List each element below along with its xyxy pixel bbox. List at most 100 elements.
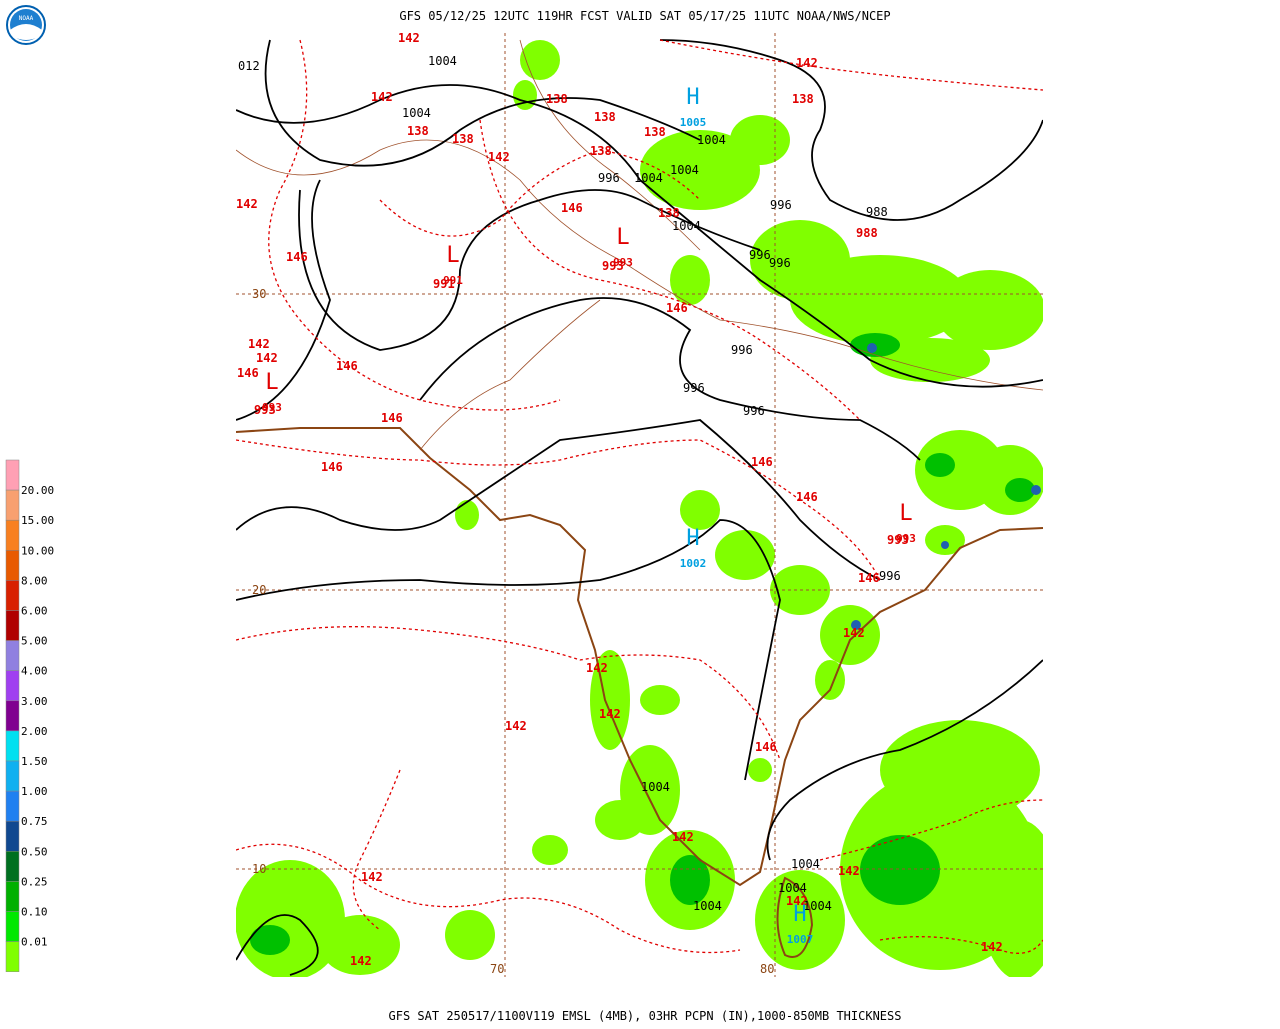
legend-swatch xyxy=(5,489,20,521)
isobar-label: 1004 xyxy=(634,171,663,185)
legend-swatch xyxy=(5,941,20,972)
center-symbol: L xyxy=(265,370,278,395)
noaa-logo: NOAA xyxy=(6,5,46,45)
borders xyxy=(236,39,1043,451)
thickness-label: 138 xyxy=(407,124,429,138)
thickness-label: 146 xyxy=(796,490,818,504)
map-title: GFS 05/12/25 12UTC 119HR FCST VALID SAT … xyxy=(399,9,890,23)
center-value: 991 xyxy=(443,274,463,287)
legend-swatch xyxy=(5,640,20,671)
isobar-label: 1004 xyxy=(778,881,807,895)
precip-peak xyxy=(851,343,1041,630)
isobar-label: 996 xyxy=(683,381,705,395)
center-symbol: L xyxy=(899,501,912,526)
thickness-label: 142 xyxy=(505,719,527,733)
center-value: 1005 xyxy=(680,116,707,129)
thickness-label: 142 xyxy=(236,197,258,211)
thickness-label: 142 xyxy=(838,864,860,878)
thickness-label: 993 xyxy=(887,533,909,547)
legend-swatch xyxy=(5,550,20,581)
legend-label: 0.50 xyxy=(21,845,48,858)
legend-swatch xyxy=(5,911,20,942)
legend-swatch xyxy=(5,700,20,732)
legend-label: 0.25 xyxy=(21,875,48,888)
center-value: 993 xyxy=(262,401,282,414)
thickness-contours xyxy=(236,39,1043,954)
legend-swatch xyxy=(5,459,20,491)
legend-swatch xyxy=(5,670,20,702)
legend-label: 8.00 xyxy=(21,574,48,587)
thickness-label: 146 xyxy=(751,455,773,469)
precip-heavier xyxy=(250,333,1035,955)
legend-label: 10.00 xyxy=(21,544,54,557)
thickness-label: 146 xyxy=(381,411,403,425)
isobar-label: 996 xyxy=(879,569,901,583)
legend-label: 3.00 xyxy=(21,695,48,708)
legend-label: 4.00 xyxy=(21,665,48,678)
precip-legend: 20.00 15.00 10.00 8.00 6.00 5.00 4.00 3.00 2.00 1… xyxy=(5,459,54,972)
coastline xyxy=(236,427,1043,887)
isobar-label: 1004 xyxy=(672,219,701,233)
thickness-label: 146 xyxy=(286,250,308,264)
thickness-label: 142 xyxy=(488,150,510,164)
center-symbol: L xyxy=(446,243,459,268)
legend-swatch xyxy=(5,881,20,912)
grid-label: 80 xyxy=(760,962,774,976)
isobar-label: 996 xyxy=(731,343,753,357)
thickness-label: 138 xyxy=(546,92,568,106)
thickness-label: 991 xyxy=(433,277,455,291)
thickness-label: 993 xyxy=(254,403,276,417)
thickness-label: 142 xyxy=(256,351,278,365)
center-value: 993 xyxy=(613,256,633,269)
legend-label: 2.00 xyxy=(21,725,48,738)
grid-label: 30 xyxy=(252,287,266,301)
thickness-label: 146 xyxy=(755,740,777,754)
thickness-label: 146 xyxy=(561,201,583,215)
isobar-label: 996 xyxy=(749,248,771,262)
isobar-label: 1004 xyxy=(697,133,726,147)
center-value: 993 xyxy=(896,532,916,545)
isobar-label: 988 xyxy=(866,205,888,219)
isobar-label: 1004 xyxy=(402,106,431,120)
thickness-label: 138 xyxy=(658,206,680,220)
isobar-label: 996 xyxy=(770,198,792,212)
center-value: 1002 xyxy=(680,557,707,570)
isobar-label: 1004 xyxy=(641,780,670,794)
grid-label: 10 xyxy=(252,862,266,876)
legend-label: 5.00 xyxy=(21,635,48,648)
thickness-label: 142 xyxy=(786,894,808,908)
isobar-label: 012 xyxy=(238,59,260,73)
legend-label: 1.00 xyxy=(21,785,48,798)
thickness-label: 138 xyxy=(594,110,616,124)
legend-swatch xyxy=(5,610,20,641)
thickness-label: 142 xyxy=(350,954,372,968)
legend-swatch xyxy=(5,790,20,822)
thickness-label: 138 xyxy=(590,144,612,158)
center-symbol: L xyxy=(616,225,629,250)
grid-label: 20 xyxy=(252,583,266,597)
legend-swatch xyxy=(5,519,20,551)
thickness-label: 142 xyxy=(843,626,865,640)
thickness-label: 142 xyxy=(248,337,270,351)
legend-label: 6.00 xyxy=(21,605,48,618)
legend-label: 20.00 xyxy=(21,484,54,497)
legend-label: 0.01 xyxy=(21,936,48,949)
legend-swatch xyxy=(5,851,20,882)
isobar-label: 1004 xyxy=(803,899,832,913)
thickness-label: 142 xyxy=(371,90,393,104)
thickness-label: 146 xyxy=(237,366,259,380)
thickness-label: 993 xyxy=(602,259,624,273)
thickness-label: 142 xyxy=(361,870,383,884)
isobar-label: 1004 xyxy=(693,899,722,913)
legend-label: 0.75 xyxy=(21,815,48,828)
center-symbol: H xyxy=(686,85,699,110)
logo-text: NOAA xyxy=(19,15,34,22)
thickness-label: 146 xyxy=(321,460,343,474)
center-symbol: H xyxy=(686,526,699,551)
legend-label: 0.10 xyxy=(21,906,48,919)
legend-swatch xyxy=(5,760,20,792)
thickness-label: 138 xyxy=(644,125,666,139)
map-area xyxy=(236,33,1043,977)
